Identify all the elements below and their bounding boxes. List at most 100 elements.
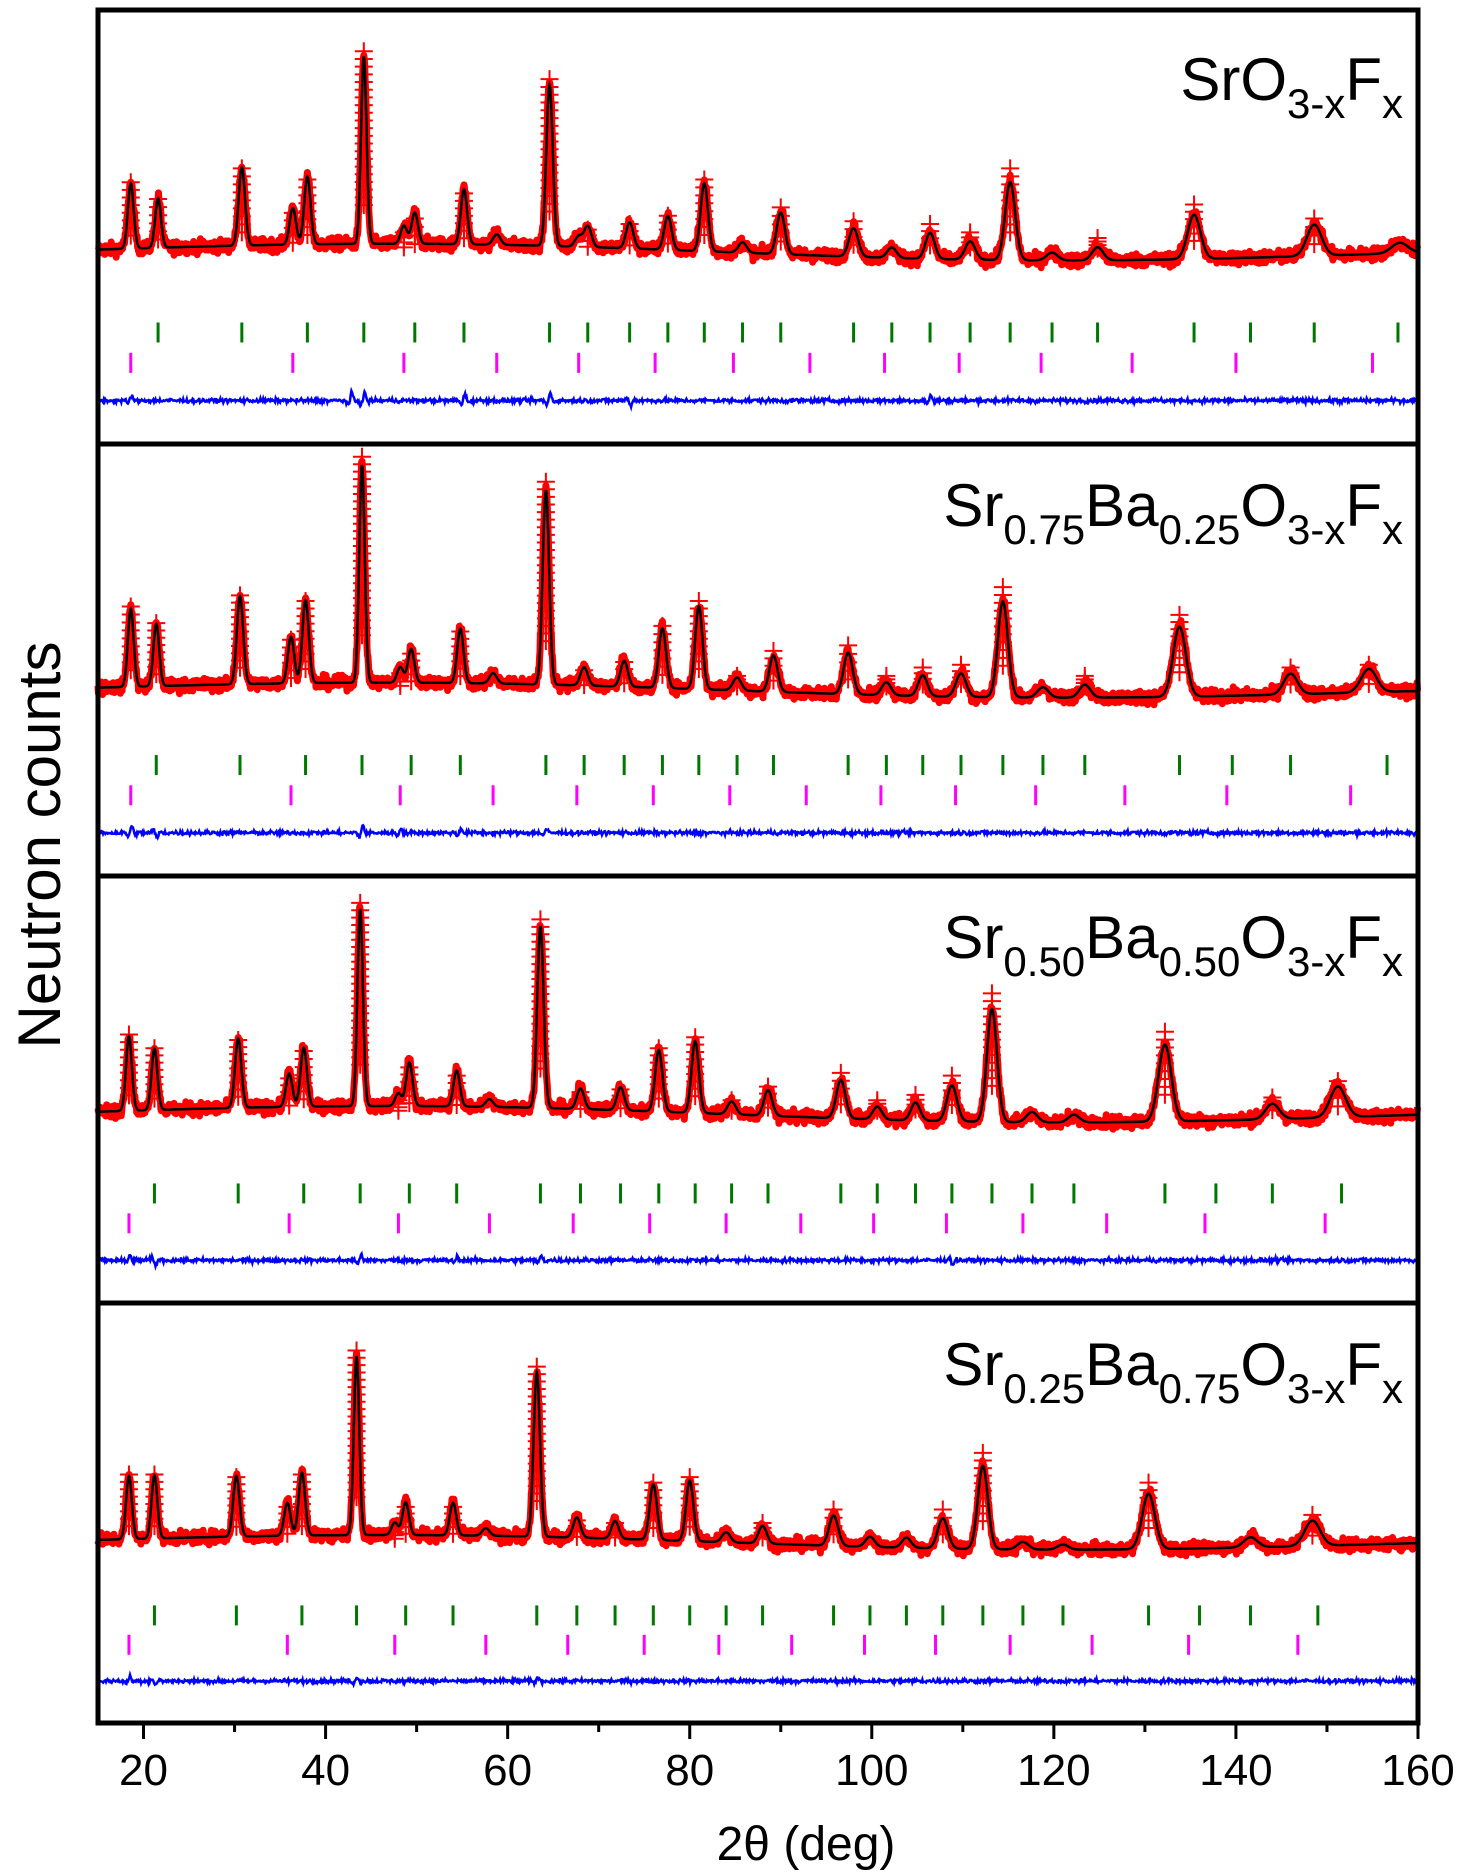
x-tick-label: 120 (1017, 1746, 1090, 1795)
label-text: SrO (1180, 46, 1287, 113)
observed-point (952, 655, 971, 674)
observed-point (444, 1497, 463, 1516)
peak-markers-5 (353, 447, 371, 645)
observed-point (644, 1473, 663, 1492)
calculated-profile (98, 908, 1418, 1124)
label-subscript: 0.50 (1159, 938, 1241, 985)
peak-markers-0 (121, 597, 140, 680)
observed-point (933, 1500, 952, 1519)
peak-markers-26 (1328, 1072, 1347, 1116)
peak-markers-7 (396, 1497, 415, 1543)
panel-1: SrO3-xFx (94, 42, 1421, 413)
observed-point (611, 1080, 630, 1099)
panels-layer: SrO3-xFxSr0.75Ba0.25O3-xFxSr0.50Ba0.50O3… (94, 42, 1421, 1689)
observed-point (993, 578, 1012, 597)
observed-point (578, 220, 597, 239)
peak-markers-23 (1075, 666, 1094, 696)
observed-point (913, 658, 932, 677)
observed-point (961, 223, 980, 242)
observed-point (982, 984, 1001, 1003)
difference-curve (96, 1250, 1418, 1271)
observed-point (567, 1511, 586, 1530)
label-text: Sr (943, 472, 1003, 539)
label-subscript: 3-x (1287, 1365, 1345, 1412)
panel-label: Sr0.75Ba0.25O3-xFx (943, 472, 1403, 553)
peak-markers-3 (278, 1497, 297, 1543)
x-axis-label: 2θ (deg) (717, 1818, 896, 1871)
peak-markers-8 (454, 184, 473, 248)
observed-point (353, 447, 371, 466)
label-subscript: 0.25 (1159, 506, 1241, 553)
peak-markers-7 (402, 644, 421, 691)
peak-markers-2 (229, 1030, 248, 1106)
axes-layer: 20 40 60 80 100 120 140 160 (95, 7, 1455, 1795)
reflection-ticks-phase-1 (154, 755, 1389, 776)
peak-markers-1 (145, 1465, 164, 1536)
label-subscript: 0.50 (1003, 938, 1085, 985)
observed-markers (119, 893, 1347, 1120)
label-text: Sr (943, 904, 1003, 971)
observed-point (606, 1514, 625, 1533)
observed-point (278, 1497, 297, 1516)
x-tick-label: 60 (483, 1746, 532, 1795)
label-text: Ba (1085, 904, 1159, 971)
observed-point (536, 472, 555, 491)
difference-curve (96, 823, 1419, 841)
peak-markers-12 (578, 220, 597, 256)
label-subscript: x (1382, 938, 1403, 985)
peak-markers-16 (759, 1077, 778, 1117)
y-axis-label: Neutron counts (6, 642, 73, 1049)
peak-markers-21 (982, 984, 1001, 1095)
peak-markers-24 (1170, 605, 1189, 682)
reflection-ticks-phase-1 (152, 1183, 1344, 1204)
x-tick-label: 100 (835, 1746, 908, 1795)
label-text: Ba (1085, 1331, 1159, 1398)
x-axis-ticks: 20 40 60 80 100 120 140 160 (119, 1723, 1455, 1795)
reflection-ticks-phase-2 (129, 785, 1353, 806)
peak-markers-24 (1088, 228, 1107, 258)
panel-label: SrO3-xFx (1180, 46, 1403, 127)
observed-point (728, 666, 747, 685)
observed-point (1075, 666, 1094, 685)
observed-point (759, 1077, 778, 1096)
x-tick-label: 20 (119, 1746, 168, 1795)
peak-markers-14 (686, 1028, 705, 1106)
observed-point (973, 1443, 992, 1462)
panel-4: Sr0.25Ba0.75O3-xFx (94, 1331, 1421, 1689)
peak-markers-6 (394, 223, 413, 257)
observed-point (1001, 159, 1020, 178)
plot-frame (95, 7, 1421, 1726)
label-subscript: 3-x (1287, 80, 1345, 127)
difference-curve (96, 1670, 1419, 1689)
label-text: Sr (943, 1331, 1003, 1398)
observed-point (575, 661, 594, 680)
panel-label: Sr0.25Ba0.75O3-xFx (943, 1331, 1403, 1412)
peak-markers-1 (145, 1039, 164, 1108)
label-text: Ba (1085, 472, 1159, 539)
observed-point (649, 1039, 668, 1058)
observed-point (531, 910, 550, 929)
label-subscript: x (1382, 80, 1403, 127)
label-text: F (1345, 904, 1382, 971)
label-text: F (1345, 1331, 1382, 1398)
panel-label: Sr0.50Ba0.50O3-xFx (943, 904, 1403, 985)
peak-markers-0 (121, 173, 140, 245)
panel-2: Sr0.75Ba0.25O3-xFx (94, 447, 1421, 841)
x-tick-label: 140 (1199, 1746, 1272, 1795)
observed-point (921, 215, 940, 234)
label-subscript: x (1382, 1365, 1403, 1412)
reflection-ticks-phase-2 (127, 1634, 1300, 1655)
observed-point (906, 1085, 925, 1104)
peak-markers-10 (527, 1357, 546, 1510)
observed-point (753, 1514, 772, 1533)
calculated-profile (98, 464, 1418, 699)
observed-point (1139, 1473, 1158, 1492)
observed-point (1088, 228, 1107, 247)
label-subscript: 3-x (1287, 938, 1345, 985)
peak-markers-24 (1155, 1022, 1174, 1104)
peak-markers-7 (405, 209, 424, 254)
peak-markers-24 (1139, 1473, 1158, 1538)
calculated-profile (98, 1355, 1418, 1551)
